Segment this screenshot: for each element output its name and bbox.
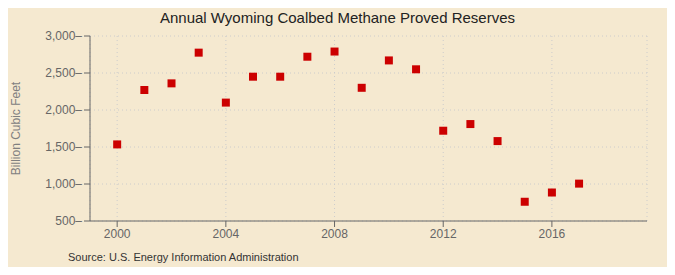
svg-text:Billion Cubic Feet: Billion Cubic Feet <box>9 81 23 175</box>
svg-text:2,000–: 2,000– <box>45 103 82 117</box>
svg-text:2008: 2008 <box>321 227 348 241</box>
svg-text:500–: 500– <box>55 214 82 228</box>
svg-text:2004: 2004 <box>213 227 240 241</box>
html-text:Annual Wyoming Coalbed Methane: Annual Wyoming Coalbed Methane Proved Re… <box>160 9 515 26</box>
svg-text:2012: 2012 <box>430 227 457 241</box>
html-text:Source: U.S. Energy Informatio: Source: U.S. Energy Information Administ… <box>68 251 299 263</box>
svg-text:2000: 2000 <box>104 227 131 241</box>
svg-text:3,000–: 3,000– <box>45 29 82 43</box>
svg-text:1,000–: 1,000– <box>45 177 82 191</box>
svg-text:2016: 2016 <box>539 227 566 241</box>
svg-text:1,500–: 1,500– <box>45 140 82 154</box>
svg-text:2,500–: 2,500– <box>45 66 82 80</box>
